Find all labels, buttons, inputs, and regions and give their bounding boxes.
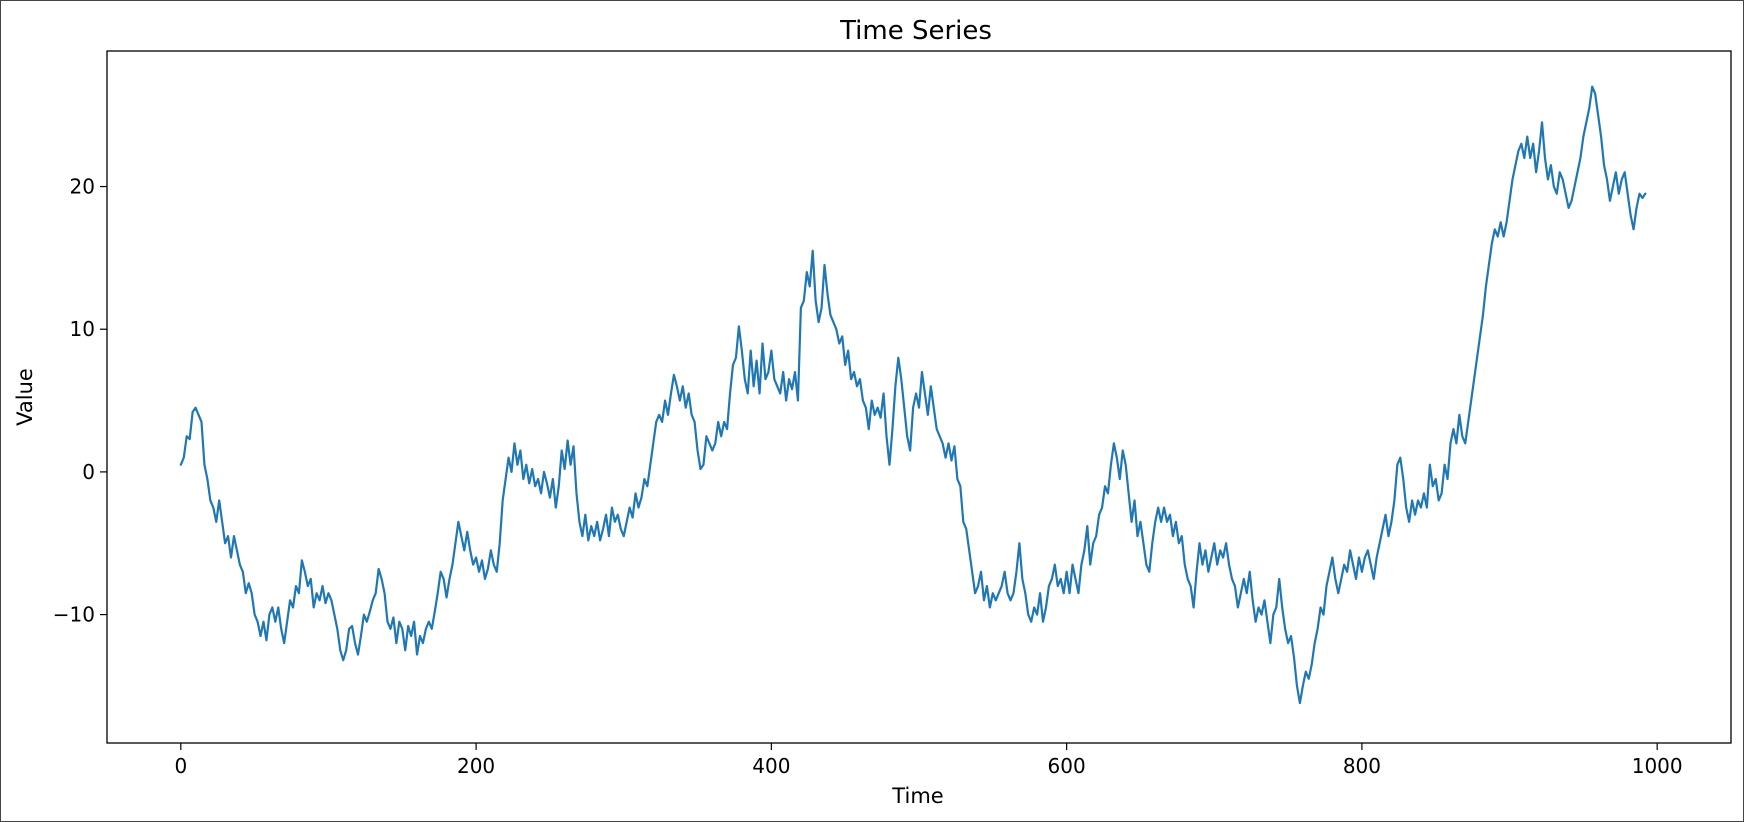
chart-title: Time Series: [839, 16, 992, 46]
x-axis-label: Time: [891, 784, 943, 808]
series-line: [179, 85, 1647, 705]
y-axis-label: Value: [13, 368, 37, 426]
plot-area: 0 200 400 600 800 1000 −10 0 10 20: [53, 50, 1732, 778]
x-tick-label: 0: [174, 754, 187, 778]
x-tick-label: 200: [457, 754, 495, 778]
y-tick-label: 0: [82, 460, 95, 484]
x-tick-label: 400: [752, 754, 790, 778]
y-tick-label: 10: [70, 317, 95, 341]
x-tick-label: 600: [1048, 754, 1086, 778]
y-axis-ticks: −10 0 10 20: [53, 175, 107, 627]
x-tick-label: 800: [1343, 754, 1381, 778]
x-tick-label: 1000: [1632, 754, 1683, 778]
x-axis-ticks: 0 200 400 600 800 1000: [174, 743, 1683, 778]
y-tick-label: −10: [53, 603, 95, 627]
y-tick-label: 20: [70, 175, 95, 199]
